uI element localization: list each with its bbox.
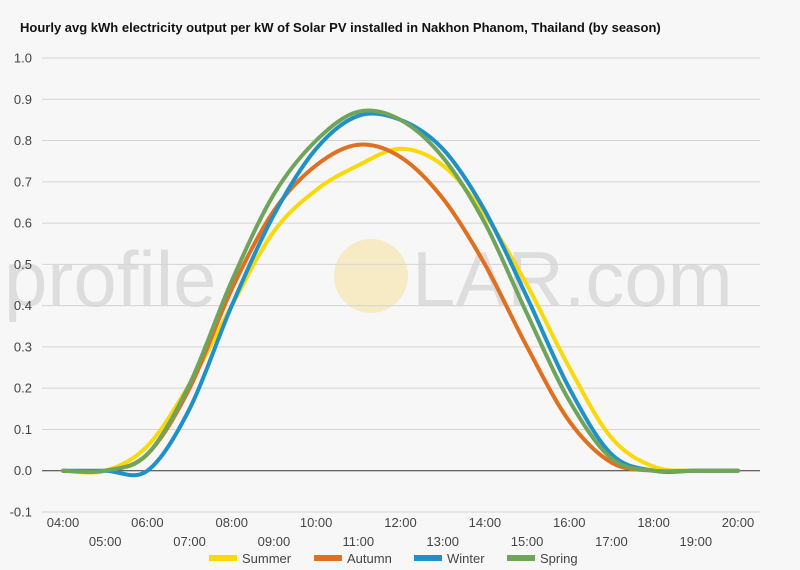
x-tick-label: 08:00: [215, 515, 248, 530]
y-tick-label: 0.4: [14, 298, 32, 313]
legend-swatch-summer: [209, 555, 237, 561]
series-line-spring: [61, 108, 740, 474]
legend-label-summer: Summer: [242, 551, 292, 566]
watermark-text-right: LAR.com: [412, 235, 733, 323]
x-tick-label: 14:00: [469, 515, 502, 530]
legend: Summer Autumn Winter Spring: [209, 551, 578, 566]
x-tick-label: 04:00: [47, 515, 80, 530]
y-tick-label: 0.8: [14, 133, 32, 148]
y-tick-label: -0.1: [10, 505, 32, 520]
x-tick-label: 05:00: [89, 534, 122, 549]
x-tick-label: 17:00: [595, 534, 628, 549]
y-tick-label: 0.9: [14, 92, 32, 107]
legend-label-spring: Spring: [540, 551, 578, 566]
y-tick-label: 0.0: [14, 463, 32, 478]
chart-title: Hourly avg kWh electricity output per kW…: [20, 20, 661, 35]
y-tick-label: 0.3: [14, 339, 32, 354]
y-tick-label: 0.1: [14, 422, 32, 437]
x-tick-label: 19:00: [680, 534, 713, 549]
x-tick-label: 15:00: [511, 534, 544, 549]
x-tick-label: 07:00: [173, 534, 206, 549]
x-tick-label: 06:00: [131, 515, 164, 530]
legend-label-winter: Winter: [447, 551, 485, 566]
x-tick-label: 20:00: [722, 515, 755, 530]
x-tick-label: 10:00: [300, 515, 333, 530]
watermark-text-left: profile: [4, 235, 216, 323]
x-tick-label: 16:00: [553, 515, 586, 530]
x-tick-label: 13:00: [426, 534, 459, 549]
y-tick-label: 0.7: [14, 174, 32, 189]
x-tick-label: 18:00: [637, 515, 670, 530]
y-tick-label: 0.6: [14, 216, 32, 231]
grid: [42, 57, 760, 513]
legend-swatch-spring: [507, 555, 535, 561]
watermark-sun-icon: [334, 239, 408, 313]
x-axis-ticks: 04:00 05:00 06:00 07:00 08:00 09:00 10:00 11:00…: [47, 515, 755, 549]
x-tick-label: 12:00: [384, 515, 417, 530]
x-tick-label: 09:00: [258, 534, 291, 549]
legend-swatch-winter: [414, 555, 442, 561]
x-tick-label: 11:00: [343, 534, 375, 549]
legend-swatch-autumn: [314, 555, 342, 561]
y-axis-ticks: -0.1 0.0 0.1 0.2 0.3 0.4 0.5 0.6 0.7 0.8 0.9 1.0: [10, 51, 32, 520]
series-lines: [61, 108, 740, 478]
legend-label-autumn: Autumn: [347, 551, 392, 566]
y-tick-label: 0.5: [14, 257, 32, 272]
y-tick-label: 0.2: [14, 381, 32, 396]
watermark: profile LAR.com: [4, 235, 733, 323]
y-tick-label: 1.0: [14, 51, 32, 66]
